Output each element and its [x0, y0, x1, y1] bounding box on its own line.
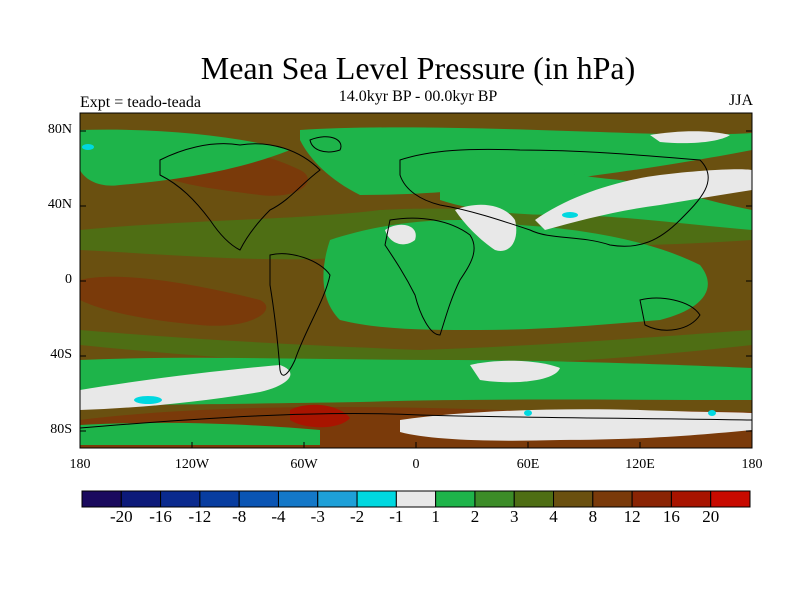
- field-zero-south-indian: [470, 360, 560, 383]
- field-high-tropical-pacific: [80, 276, 267, 326]
- field-neg-antarctic-b: [708, 410, 716, 416]
- x-tick-180e: 180: [741, 457, 763, 472]
- colorbar-swatch: [553, 490, 594, 508]
- colorbar-label: 2: [470, 507, 480, 526]
- x-tick-marks: [79, 442, 753, 448]
- coast-north-america: [159, 143, 321, 251]
- x-tick-120w: 120W: [174, 457, 210, 472]
- colorbar-label: -20: [109, 507, 133, 526]
- x-tick-0: 0: [412, 457, 420, 472]
- experiment-label: Expt = teado-teada: [80, 94, 201, 111]
- coast-africa: [384, 217, 475, 336]
- y-tick-marks: [80, 130, 752, 432]
- field-zero-nafrica: [385, 224, 416, 245]
- field-neg-arctic: [82, 144, 94, 150]
- colorbar-swatch: [317, 490, 358, 508]
- pressure-field: [80, 113, 752, 448]
- field-low-antarctic-coast: [80, 422, 320, 445]
- field-high-weddell: [290, 404, 350, 428]
- colorbar-swatch: [592, 490, 633, 508]
- coast-greenland: [309, 136, 342, 153]
- field-zero-south-pacific: [80, 365, 291, 410]
- map-subtitle: 14.0kyr BP - 00.0kyr BP: [338, 88, 498, 105]
- y-tick-40n: 40N: [47, 197, 72, 212]
- colorbar-label: 3: [509, 507, 519, 526]
- field-zero-asia: [535, 169, 752, 230]
- colorbar-swatch: [160, 490, 201, 508]
- y-tick-80n: 80N: [47, 122, 72, 137]
- field-neg-asia: [562, 212, 578, 218]
- x-tick-120e: 120E: [625, 457, 655, 472]
- season-label: JJA: [728, 92, 753, 109]
- colorbar-swatch: [238, 490, 279, 508]
- colorbar-swatch: [710, 490, 751, 508]
- field-neg-south-pacific: [134, 396, 162, 404]
- field-low-arctic: [300, 127, 752, 195]
- colorbar-label: 20: [702, 507, 720, 526]
- colorbar-label: 12: [623, 507, 641, 526]
- y-tick-0: 0: [65, 272, 72, 287]
- y-tick-80s: 80S: [50, 422, 72, 437]
- x-tick-60w: 60W: [290, 457, 318, 472]
- colorbar-label: 4: [549, 507, 558, 526]
- colorbar-label: 16: [662, 507, 680, 526]
- x-tick-60e: 60E: [516, 457, 540, 472]
- colorbar-label: 1: [431, 507, 440, 526]
- colorbar-swatch: [474, 490, 515, 508]
- field-zero-arabia: [455, 204, 517, 251]
- field-low-tropics: [323, 220, 708, 330]
- coast-south-america: [269, 253, 331, 376]
- colorbar-swatch: [356, 490, 397, 508]
- colorbar-label: -1: [389, 507, 404, 526]
- colorbar-label: -16: [149, 507, 172, 526]
- colorbar-label: -8: [232, 507, 247, 526]
- colorbar-label: -2: [349, 507, 365, 526]
- colorbar-label: -12: [188, 507, 212, 526]
- colorbar-label: 8: [588, 507, 598, 526]
- map-title: Mean Sea Level Pressure (in hPa): [200, 50, 636, 86]
- field-low-npacific: [80, 129, 290, 186]
- coast-australia: [639, 297, 701, 331]
- colorbar-swatch: [670, 490, 712, 508]
- colorbar-swatch: [395, 490, 437, 508]
- x-tick-180w: 180: [69, 457, 91, 472]
- colorbar-swatch: [199, 490, 240, 508]
- field-mid-south-band: [80, 330, 752, 365]
- field-zero-arctic: [650, 131, 730, 144]
- colorbar-swatch: [435, 490, 476, 508]
- colorbar-swatch: [277, 490, 319, 508]
- coast-eurasia: [399, 148, 709, 247]
- colorbar-swatch: [120, 490, 162, 508]
- colorbar-swatch: [631, 490, 672, 508]
- colorbar-swatch: [81, 490, 122, 508]
- field-zero-east-antarctic: [400, 409, 752, 441]
- field-neg-antarctic-a: [524, 410, 532, 416]
- colorbar-label: -4: [271, 507, 286, 526]
- colorbar-swatch: [513, 490, 555, 508]
- y-tick-40s: 40S: [50, 347, 72, 362]
- coastlines: [80, 136, 752, 429]
- colorbar: [81, 490, 751, 508]
- coast-antarctica: [80, 412, 752, 429]
- colorbar-label: -3: [310, 507, 325, 526]
